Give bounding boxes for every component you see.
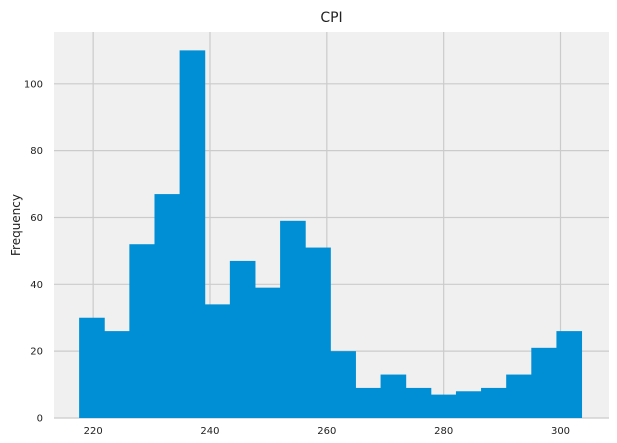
y-tick-label: 80 [30,146,43,157]
y-tick-label: 40 [30,280,43,291]
histogram-bar [556,331,583,418]
histogram-bar [229,260,256,418]
y-tick-label: 60 [30,213,43,224]
histogram-bar [355,387,382,418]
histogram-bar [430,394,457,418]
y-tick-label: 20 [30,347,43,358]
bars [79,50,583,418]
y-tick-label: 0 [37,414,43,425]
histogram-bar [179,50,206,418]
x-axis-ticks: 220 240 260 280 300 [84,426,570,437]
histogram-bar [280,220,306,418]
x-tick-label: 260 [317,426,336,437]
histogram-bar [330,351,356,418]
histogram-bar [129,244,155,418]
y-tick-label: 100 [24,79,43,90]
histogram-bar [405,387,432,418]
histogram-bar [455,391,482,418]
x-tick-label: 220 [84,426,103,437]
chart-title: CPI [320,10,342,26]
x-tick-label: 300 [551,426,570,437]
histogram-bar [305,247,331,418]
histogram-bar [154,194,181,418]
histogram-bar [104,331,130,418]
histogram-bar [481,387,507,418]
x-tick-label: 240 [200,426,219,437]
histogram-bar [79,317,105,418]
y-axis-ticks: 0 20 40 60 80 100 [24,79,43,424]
y-axis-title: Frequency [9,194,23,256]
histogram-bar [204,304,231,418]
histogram-bar [254,287,281,418]
histogram-bar [531,347,557,418]
histogram-bar [380,374,407,418]
x-tick-label: 280 [434,426,453,437]
histogram-bar [506,374,532,418]
